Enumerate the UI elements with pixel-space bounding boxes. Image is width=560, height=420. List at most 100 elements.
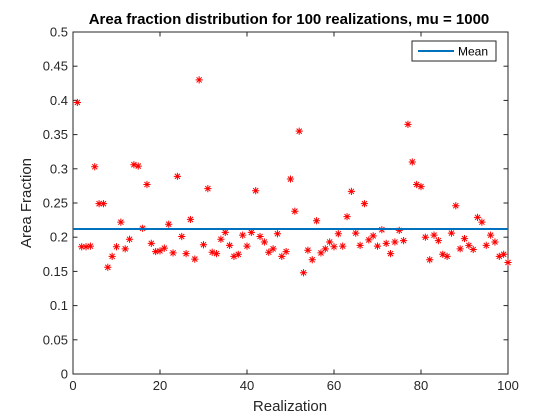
- data-point: [313, 217, 320, 224]
- data-point: [296, 128, 303, 135]
- data-point: [448, 229, 455, 236]
- data-point: [87, 242, 94, 249]
- data-point: [430, 232, 437, 239]
- data-point: [256, 233, 263, 240]
- data-point: [304, 247, 311, 254]
- data-point: [165, 221, 172, 228]
- data-point: [452, 202, 459, 209]
- plot-area: 0 20 40 60 80 100 0 0.05 0.1 0.15 0.2 0.25 0.3 0.35 0.…: [43, 25, 519, 394]
- data-point: [491, 238, 498, 245]
- data-point: [204, 185, 211, 192]
- data-point: [283, 248, 290, 255]
- data-point: [504, 259, 511, 266]
- y-tick-label: 0.1: [50, 298, 68, 313]
- data-point: [417, 183, 424, 190]
- x-tick-label: 100: [497, 378, 519, 393]
- data-point: [309, 256, 316, 263]
- data-point: [387, 250, 394, 257]
- y-tick-label: 0.3: [50, 161, 68, 176]
- data-point: [361, 200, 368, 207]
- data-point: [243, 242, 250, 249]
- data-point: [461, 235, 468, 242]
- data-point: [104, 264, 111, 271]
- data-point: [409, 158, 416, 165]
- data-point: [435, 237, 442, 244]
- data-point: [400, 237, 407, 244]
- y-tick-label: 0.25: [43, 196, 68, 211]
- data-point: [178, 233, 185, 240]
- data-point: [148, 240, 155, 247]
- data-point: [143, 181, 150, 188]
- y-tick-label: 0.35: [43, 127, 68, 142]
- y-axis-label: Area Fraction: [18, 158, 35, 248]
- data-point: [226, 242, 233, 249]
- axes-box: [73, 32, 508, 374]
- data-point: [265, 249, 272, 256]
- data-point: [217, 236, 224, 243]
- data-point: [291, 208, 298, 215]
- data-point: [161, 245, 168, 252]
- data-point: [404, 121, 411, 128]
- x-tick-label: 80: [414, 378, 428, 393]
- y-tick-label: 0.05: [43, 332, 68, 347]
- data-point: [113, 243, 120, 250]
- x-tick-label: 20: [153, 378, 167, 393]
- data-point: [422, 234, 429, 241]
- data-point: [370, 232, 377, 239]
- data-point: [270, 245, 277, 252]
- data-point: [122, 245, 129, 252]
- data-point: [330, 243, 337, 250]
- x-tick-label: 40: [240, 378, 254, 393]
- data-point: [109, 253, 116, 260]
- data-point: [100, 200, 107, 207]
- y-tick-label: 0.5: [50, 25, 68, 40]
- data-point: [135, 162, 142, 169]
- data-point: [391, 238, 398, 245]
- data-point: [343, 213, 350, 220]
- data-point: [91, 163, 98, 170]
- data-point: [457, 245, 464, 252]
- data-point: [169, 249, 176, 256]
- data-point: [239, 232, 246, 239]
- data-point: [335, 230, 342, 237]
- data-point: [348, 188, 355, 195]
- data-point: [322, 245, 329, 252]
- data-point: [191, 255, 198, 262]
- y-tick-label: 0.45: [43, 59, 68, 74]
- data-point: [352, 229, 359, 236]
- data-point: [196, 76, 203, 83]
- data-point: [500, 251, 507, 258]
- data-point: [339, 242, 346, 249]
- data-point: [187, 216, 194, 223]
- data-point: [126, 236, 133, 243]
- data-point: [235, 251, 242, 258]
- x-tick-label: 0: [69, 378, 76, 393]
- data-point: [274, 230, 281, 237]
- data-point: [74, 99, 81, 106]
- data-point: [396, 227, 403, 234]
- data-point: [213, 250, 220, 257]
- data-point: [357, 242, 364, 249]
- data-point: [487, 232, 494, 239]
- data-point: [200, 241, 207, 248]
- data-point: [470, 246, 477, 253]
- y-tick-label: 0.2: [50, 230, 68, 245]
- x-tick-label: 60: [327, 378, 341, 393]
- data-point: [374, 242, 381, 249]
- data-point: [426, 256, 433, 263]
- data-point: [478, 219, 485, 226]
- data-point: [300, 269, 307, 276]
- data-point: [261, 238, 268, 245]
- data-point: [287, 175, 294, 182]
- data-point: [174, 173, 181, 180]
- data-point: [383, 240, 390, 247]
- data-point: [117, 219, 124, 226]
- legend-label-mean: Mean: [458, 45, 488, 59]
- x-axis-label: Realization: [253, 398, 327, 415]
- y-tick-label: 0.4: [50, 93, 68, 108]
- data-point: [483, 242, 490, 249]
- data-point: [183, 250, 190, 257]
- chart-title: Area fraction distribution for 100 reali…: [89, 11, 490, 28]
